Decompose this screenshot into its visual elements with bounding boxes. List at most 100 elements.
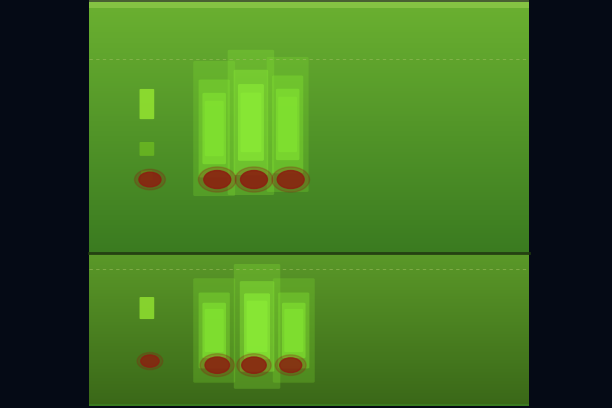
Bar [89,261,529,262]
Bar [89,50,529,53]
Circle shape [135,169,165,190]
Bar [89,372,529,373]
Bar [89,338,529,340]
Bar [89,15,529,17]
Bar [89,27,529,30]
FancyBboxPatch shape [234,264,280,389]
Bar [89,169,529,172]
Bar [89,248,529,251]
Bar [89,93,529,96]
FancyBboxPatch shape [140,297,154,319]
Bar [89,238,529,240]
Bar [89,17,529,20]
Bar [89,332,529,334]
Bar [89,348,529,349]
Bar [89,331,529,332]
Bar [89,109,529,111]
Bar [89,131,529,134]
Bar [89,119,529,121]
Bar [89,274,529,276]
Bar [89,393,529,395]
Bar [89,205,529,207]
Bar [89,139,529,142]
FancyBboxPatch shape [198,80,230,177]
FancyBboxPatch shape [241,93,261,152]
Circle shape [272,167,310,192]
FancyBboxPatch shape [278,97,297,152]
Bar [89,88,529,91]
FancyBboxPatch shape [203,93,226,164]
Bar [89,341,529,343]
Bar [89,195,529,197]
Bar [89,386,529,387]
Bar [89,306,529,308]
Bar [89,116,529,119]
Bar [89,192,529,195]
Circle shape [275,355,306,375]
Bar [89,302,529,303]
Bar [89,259,529,261]
FancyBboxPatch shape [284,309,303,352]
Bar [89,378,529,379]
Bar [89,60,529,63]
Bar [89,303,529,305]
Bar [89,396,529,398]
Bar [89,357,529,358]
Bar [89,363,529,364]
FancyBboxPatch shape [203,303,226,358]
Bar [89,366,529,367]
Bar [89,225,529,228]
Bar [89,337,529,338]
Circle shape [198,167,236,192]
FancyBboxPatch shape [273,278,315,383]
Bar [89,279,529,280]
FancyBboxPatch shape [141,171,152,180]
FancyBboxPatch shape [267,57,308,192]
Bar [89,213,529,215]
Bar [89,177,529,180]
Bar [89,73,529,75]
Bar [89,293,529,294]
Bar [89,398,529,399]
Bar [89,200,529,202]
FancyBboxPatch shape [272,75,303,173]
Bar [89,220,529,222]
Bar [89,184,529,187]
Circle shape [277,171,304,188]
Bar [89,296,529,297]
Bar [89,381,529,383]
FancyBboxPatch shape [247,301,267,352]
Bar [89,379,529,381]
Bar [89,387,529,389]
Bar [89,235,529,238]
Bar [89,334,529,335]
Bar [89,7,529,10]
FancyBboxPatch shape [276,89,299,160]
Bar [89,340,529,341]
Bar [89,395,529,396]
Bar [89,364,529,366]
Bar [89,45,529,48]
Bar [89,187,529,190]
Bar [89,392,529,393]
FancyBboxPatch shape [198,293,230,368]
Bar [89,48,529,50]
Bar [89,264,529,265]
Bar [89,251,529,253]
Bar [89,162,529,164]
Bar [89,207,529,210]
Bar [89,101,529,103]
Bar [89,83,529,86]
Bar [89,65,529,68]
FancyBboxPatch shape [193,278,235,383]
Bar [89,174,529,177]
Bar [89,253,529,255]
FancyBboxPatch shape [282,303,305,358]
Bar [89,172,529,174]
Bar [89,389,529,390]
Bar [89,10,529,12]
Bar [89,78,529,81]
Bar [89,290,529,291]
Bar [89,284,529,285]
FancyBboxPatch shape [204,101,223,156]
